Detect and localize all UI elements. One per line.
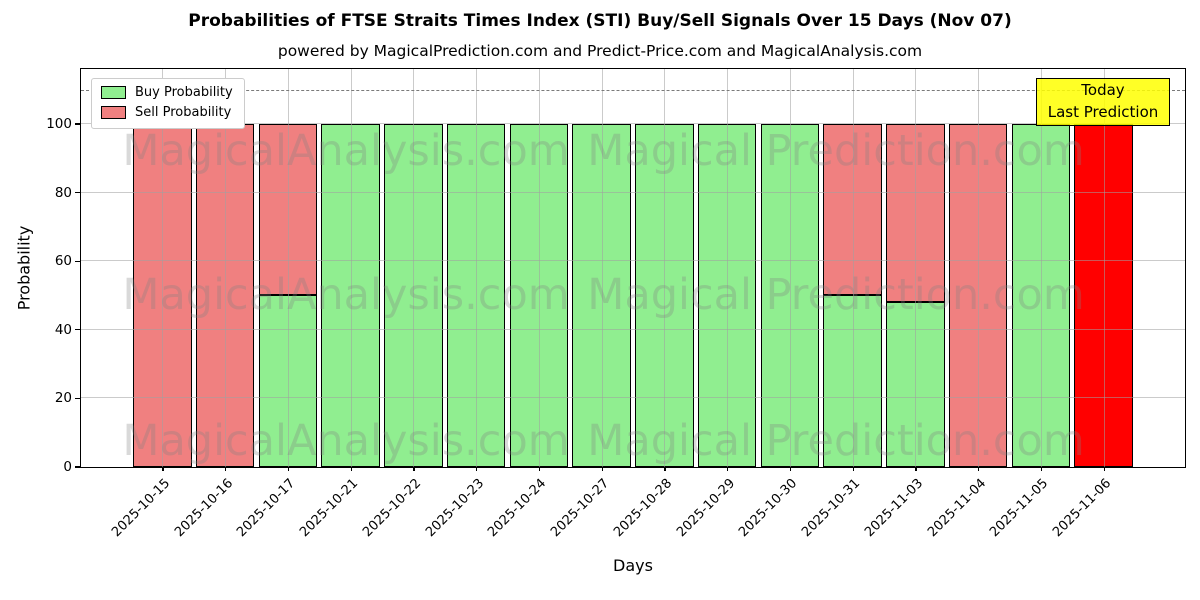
- x-gridline: [852, 69, 854, 467]
- x-tick-mark: [978, 467, 980, 471]
- today-annotation-line1: Today: [1081, 81, 1125, 100]
- threshold-dashed-line: [81, 89, 1185, 91]
- x-tick-mark: [852, 467, 854, 471]
- x-gridline: [1040, 69, 1042, 467]
- y-tick-mark: [75, 123, 80, 125]
- x-tick-label: 2025-10-21: [297, 476, 362, 541]
- plot-area: 2025-10-15 2025-10-16 2025-10-17 2025-10-21…: [46, 68, 1186, 540]
- x-tick-mark: [601, 467, 603, 471]
- x-tick-mark: [664, 467, 666, 471]
- bar-cell: 2025-10-28: [611, 69, 696, 540]
- x-tick-label: 2025-11-05: [987, 476, 1052, 541]
- y-tick-label: 100: [46, 115, 72, 132]
- x-tick-label: 2025-10-22: [359, 476, 424, 541]
- y-tick-label: 20: [54, 390, 72, 407]
- legend-entry-buy: Buy Probability: [101, 85, 233, 100]
- x-tick-label: 2025-10-29: [673, 476, 738, 541]
- today-annotation-line2: Last Prediction: [1047, 103, 1159, 121]
- x-tick-mark: [915, 467, 917, 471]
- y-tick-mark: [75, 329, 80, 331]
- x-tick-mark: [476, 467, 478, 471]
- x-gridline: [162, 69, 164, 467]
- chart-title: Probabilities of FTSE Straits Times Inde…: [188, 11, 1012, 31]
- y-tick-mark: [75, 397, 80, 399]
- x-tick-label: 2025-11-03: [861, 476, 926, 541]
- x-tick-mark: [287, 467, 290, 471]
- buy-swatch-icon: [101, 86, 126, 99]
- x-tick-label: 2025-11-04: [924, 476, 989, 541]
- plot-inner: 2025-10-15 2025-10-16 2025-10-17 2025-10-21…: [46, 69, 1185, 540]
- sell-swatch-icon: [101, 106, 126, 119]
- x-gridline: [287, 69, 289, 467]
- x-tick-mark: [413, 467, 415, 471]
- y-axis-title: Probability: [14, 225, 34, 311]
- x-gridline: [1103, 69, 1105, 467]
- x-tick-label: 2025-10-17: [234, 476, 299, 541]
- legend-entry-sell: Sell Probability: [101, 105, 233, 120]
- y-tick-mark: [75, 191, 80, 194]
- x-tick-label: 2025-10-24: [485, 476, 550, 541]
- x-tick-label: 2025-10-27: [548, 476, 613, 541]
- bar-cell: 2025-10-24: [485, 69, 571, 540]
- x-tick-mark: [538, 467, 541, 471]
- x-tick-mark: [789, 467, 792, 471]
- x-gridline: [601, 69, 603, 467]
- x-tick-mark: [162, 467, 164, 471]
- x-tick-label: 2025-11-06: [1050, 476, 1115, 541]
- x-gridline: [915, 69, 917, 467]
- bar-cell: 2025-10-29: [674, 69, 759, 540]
- bar-cell: 2025-10-27: [548, 69, 633, 540]
- bar-cell: 2025-10-23: [423, 69, 508, 540]
- x-axis-title: Days: [613, 556, 653, 575]
- x-tick-mark: [1103, 467, 1105, 471]
- y-tick-label: 80: [54, 184, 72, 201]
- today-annotation: Today Last Prediction: [1036, 78, 1170, 126]
- bar-cell: 2025-10-21: [297, 69, 382, 540]
- x-gridline: [476, 69, 478, 467]
- bar-cell: 2025-11-04: [925, 69, 1010, 540]
- bar-cell: 2025-10-22: [360, 69, 445, 540]
- x-tick-mark: [727, 467, 729, 471]
- legend-label-sell: Sell Probability: [135, 105, 232, 120]
- x-gridline: [538, 69, 540, 467]
- legend-label-buy: Buy Probability: [135, 85, 233, 100]
- x-tick-mark: [1040, 467, 1043, 471]
- bar-cell: 2025-10-17: [234, 69, 320, 540]
- y-tick-label: 60: [54, 253, 72, 270]
- bar-cell: 2025-10-16: [172, 69, 257, 540]
- x-gridline: [664, 69, 666, 467]
- x-gridline: [413, 69, 415, 467]
- x-tick-label: 2025-10-16: [171, 476, 236, 541]
- chart-subtitle: powered by MagicalPrediction.com and Pre…: [277, 42, 923, 60]
- bar-cell: 2025-10-31: [799, 69, 884, 540]
- bar-cell: 2025-11-05: [987, 69, 1073, 540]
- bar-cell: 2025-11-03: [862, 69, 947, 540]
- x-tick-label: 2025-10-15: [108, 476, 173, 541]
- y-tick-label: 0: [63, 459, 72, 475]
- x-gridline: [350, 69, 352, 467]
- bars-layer: 2025-10-15 2025-10-16 2025-10-17 2025-10-21…: [81, 69, 1185, 540]
- bar-cell: 2025-10-15: [109, 69, 194, 540]
- x-gridline: [789, 69, 791, 467]
- x-tick-label: 2025-10-30: [736, 476, 801, 541]
- x-gridline: [978, 69, 980, 467]
- x-tick-mark: [225, 467, 227, 471]
- x-tick-label: 2025-10-28: [610, 476, 675, 541]
- y-tick-mark: [75, 260, 80, 262]
- x-gridline: [225, 69, 227, 467]
- x-gridline: [727, 69, 729, 467]
- y-tick-label: 40: [54, 321, 72, 338]
- y-tick-mark: [75, 466, 80, 468]
- bar-cell: 2025-10-30: [736, 69, 822, 540]
- legend: Buy Probability Sell Probability: [91, 78, 245, 129]
- x-tick-mark: [350, 467, 352, 471]
- bar-cell: 2025-11-06: [1050, 69, 1135, 540]
- x-tick-label: 2025-10-31: [799, 476, 864, 541]
- x-tick-label: 2025-10-23: [422, 476, 487, 541]
